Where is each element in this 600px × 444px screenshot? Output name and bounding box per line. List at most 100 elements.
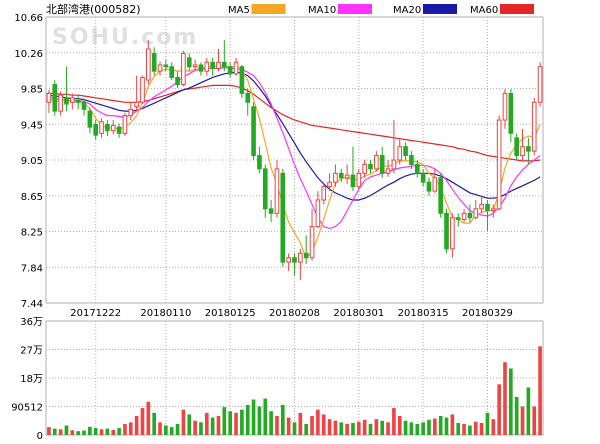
candle <box>75 95 81 110</box>
candle-body <box>198 64 204 72</box>
candle <box>520 128 525 160</box>
candle-body <box>210 61 215 70</box>
volume-bar <box>169 427 174 435</box>
volume-bar <box>134 416 139 435</box>
legend-label-ma20: MA20 <box>393 5 421 16</box>
volume-bar <box>187 414 192 435</box>
volume-bar <box>164 425 168 435</box>
candle <box>403 142 408 160</box>
legend-label-ma60: MA60 <box>470 5 498 16</box>
candle <box>257 146 262 174</box>
candle <box>134 75 139 112</box>
candle <box>461 208 467 223</box>
candle-body <box>321 186 327 201</box>
candle-body <box>262 168 268 210</box>
candle <box>327 173 332 192</box>
volume-bar <box>158 422 162 435</box>
volume-bar <box>70 430 75 435</box>
candle <box>175 71 180 89</box>
candle <box>356 168 362 190</box>
volume-bar <box>532 406 537 435</box>
candle <box>414 160 420 178</box>
candle <box>186 53 192 72</box>
candle-body <box>128 108 134 117</box>
candle-body <box>379 155 385 174</box>
candle <box>432 168 438 193</box>
candle <box>292 253 297 276</box>
candle-body <box>169 66 175 78</box>
date-tick-label: 20180329 <box>462 308 513 319</box>
legend-swatch-ma60 <box>500 4 534 14</box>
volume-bar <box>380 420 385 435</box>
candle <box>245 88 251 116</box>
candle-body <box>140 76 145 103</box>
volume-tick-label: 27万 <box>20 346 43 357</box>
candle-body <box>520 146 525 157</box>
candle-body <box>134 101 139 108</box>
candle <box>268 199 274 223</box>
candle <box>467 204 473 223</box>
volume-bar <box>105 428 110 435</box>
candle-body <box>479 203 484 210</box>
candle-body <box>181 52 186 86</box>
candle-body <box>175 76 180 86</box>
volume-bar <box>485 412 490 435</box>
volume-bar <box>251 399 256 435</box>
volume-bar <box>88 426 92 435</box>
volume-bar <box>333 420 338 435</box>
volume-bar <box>64 425 69 435</box>
candle-body <box>81 101 87 110</box>
candle <box>502 88 508 129</box>
candle <box>485 199 490 232</box>
candle-body <box>344 174 350 179</box>
price-tick-label: 7.44 <box>21 299 43 310</box>
price-tick-label: 9.45 <box>21 120 43 131</box>
candle-body <box>385 168 391 174</box>
watermark: SOHU.com <box>52 25 198 50</box>
volume-bar <box>204 412 209 435</box>
candle <box>338 168 344 183</box>
candle-body <box>58 94 63 112</box>
candle-body <box>292 257 297 263</box>
candle-body <box>490 208 496 212</box>
volume-tick-label: 18万 <box>20 374 43 385</box>
candle <box>81 98 87 116</box>
candle-body <box>268 208 274 214</box>
candle <box>93 120 99 140</box>
volume-bar <box>263 398 268 435</box>
candle-body <box>151 52 157 72</box>
candle <box>444 208 449 254</box>
volume-bar <box>82 430 86 435</box>
volume-bar <box>128 422 133 435</box>
candlesticks <box>46 40 543 280</box>
candle-body <box>251 106 256 157</box>
volume-bar <box>321 414 326 435</box>
candle <box>181 50 186 87</box>
volume-bar <box>491 419 496 435</box>
candle <box>315 191 321 229</box>
candle <box>239 64 245 98</box>
volume-bar <box>269 411 273 435</box>
volume-bar <box>538 346 542 435</box>
volume-bar <box>146 401 151 435</box>
price-tick-label: 9.05 <box>21 156 43 167</box>
volume-bar <box>47 427 51 435</box>
candle-body <box>75 99 81 103</box>
candle-body <box>356 172 362 188</box>
candle <box>450 213 455 258</box>
candle <box>379 146 385 178</box>
candle <box>537 62 543 107</box>
candle-body <box>105 123 110 132</box>
candle <box>479 195 484 214</box>
candle-body <box>409 155 414 165</box>
candle-body <box>52 84 58 112</box>
candle-body <box>467 212 473 219</box>
candle <box>280 168 286 267</box>
candle-body <box>485 203 490 212</box>
volume-bar <box>357 421 361 435</box>
candle <box>227 62 233 78</box>
candle-body <box>414 163 420 174</box>
candle <box>262 164 268 218</box>
candle <box>69 93 75 110</box>
